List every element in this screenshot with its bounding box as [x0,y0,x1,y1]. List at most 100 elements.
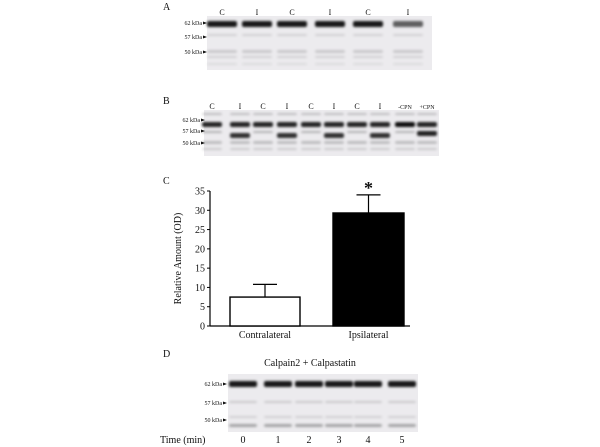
marker-arrow-icon [201,129,205,133]
marker-label: 57 kDa [183,129,201,135]
x-category-label: Ipsilateral [349,330,389,341]
lane-label: I [333,102,336,111]
band [395,122,415,127]
time-axis-label: Time (min) [160,435,205,446]
band [277,148,297,150]
band [277,56,307,58]
band [417,113,437,115]
band [315,63,345,65]
band [253,122,273,127]
lane-label: I [329,8,332,17]
bar-ipsilateral [332,212,405,327]
marker-label: 57 kDa [205,401,223,407]
lane-label: I [239,102,242,111]
band [354,381,382,387]
band [393,63,423,65]
band [301,113,321,115]
band [393,34,423,36]
band [417,141,437,144]
band [295,401,323,403]
time-label: 1 [276,435,281,446]
band [202,113,222,115]
band [354,416,382,418]
blot-panel-d [228,374,418,432]
band [229,401,257,403]
markers-b: 62 kDa 57 kDa 50 kDa [183,118,205,147]
band [395,113,415,115]
marker-label: 62 kDa [205,382,223,388]
marker-label: 50 kDa [185,50,203,56]
band [277,113,297,115]
time-label: 0 [241,435,246,446]
y-tick-label: 20 [195,244,205,255]
band [253,141,273,144]
band [277,63,307,65]
band [324,113,344,115]
band [347,131,367,133]
blot-panel-b [202,110,439,156]
lane-labels-b: C I C I C I C I -CPN +CPN [209,102,435,111]
band [242,56,272,58]
band [388,416,416,418]
band [347,113,367,115]
band [277,34,307,36]
panel-d-title: Calpain2 + Calpastatin [264,358,356,369]
band [347,122,367,127]
band [315,21,345,27]
marker-arrow-icon [201,141,205,145]
band [242,34,272,36]
bar-chart: 0 5 10 15 20 25 30 35 Relative Amount (OD) Contra… [173,178,410,341]
band [277,50,307,53]
y-tick-label: 0 [200,322,205,333]
blot-panel-a [207,16,432,70]
band [354,401,382,403]
band [315,56,345,58]
band [353,21,383,27]
marker-label: 57 kDa [185,35,203,41]
band [347,141,367,144]
band [417,148,437,150]
band [229,424,257,427]
marker-arrow-icon [201,118,205,122]
band [277,141,297,144]
time-label: 5 [400,435,405,446]
band [207,21,237,27]
lane-label: -CPN [398,105,412,111]
lane-label: +CPN [419,105,435,111]
bar-contralateral [229,296,301,327]
band [207,63,237,65]
band [242,63,272,65]
y-tick-label: 25 [195,225,205,236]
band [202,131,222,133]
lane-label: I [407,8,410,17]
band [295,424,323,427]
band [395,148,415,150]
band [370,141,390,144]
band [264,424,292,427]
y-tick-label: 5 [200,302,205,313]
marker-arrow-icon [203,21,207,25]
band [388,401,416,403]
band [301,131,321,133]
band [207,50,237,53]
band [277,122,297,127]
band [370,113,390,115]
markers-d: 62 kDa 57 kDa 50 kDa [205,382,227,424]
band [388,381,416,387]
band [325,381,353,387]
lane-label: C [289,8,294,17]
band [202,141,222,144]
band [264,381,292,387]
band [207,34,237,36]
lane-label: C [209,102,214,111]
band [395,141,415,144]
time-labels: 0 1 2 3 4 5 [241,435,405,446]
band [353,50,383,53]
marker-arrow-icon [223,382,227,386]
band [277,21,307,27]
band [393,56,423,58]
band [301,141,321,144]
marker-label: 62 kDa [183,118,201,124]
lane-label: C [219,8,224,17]
